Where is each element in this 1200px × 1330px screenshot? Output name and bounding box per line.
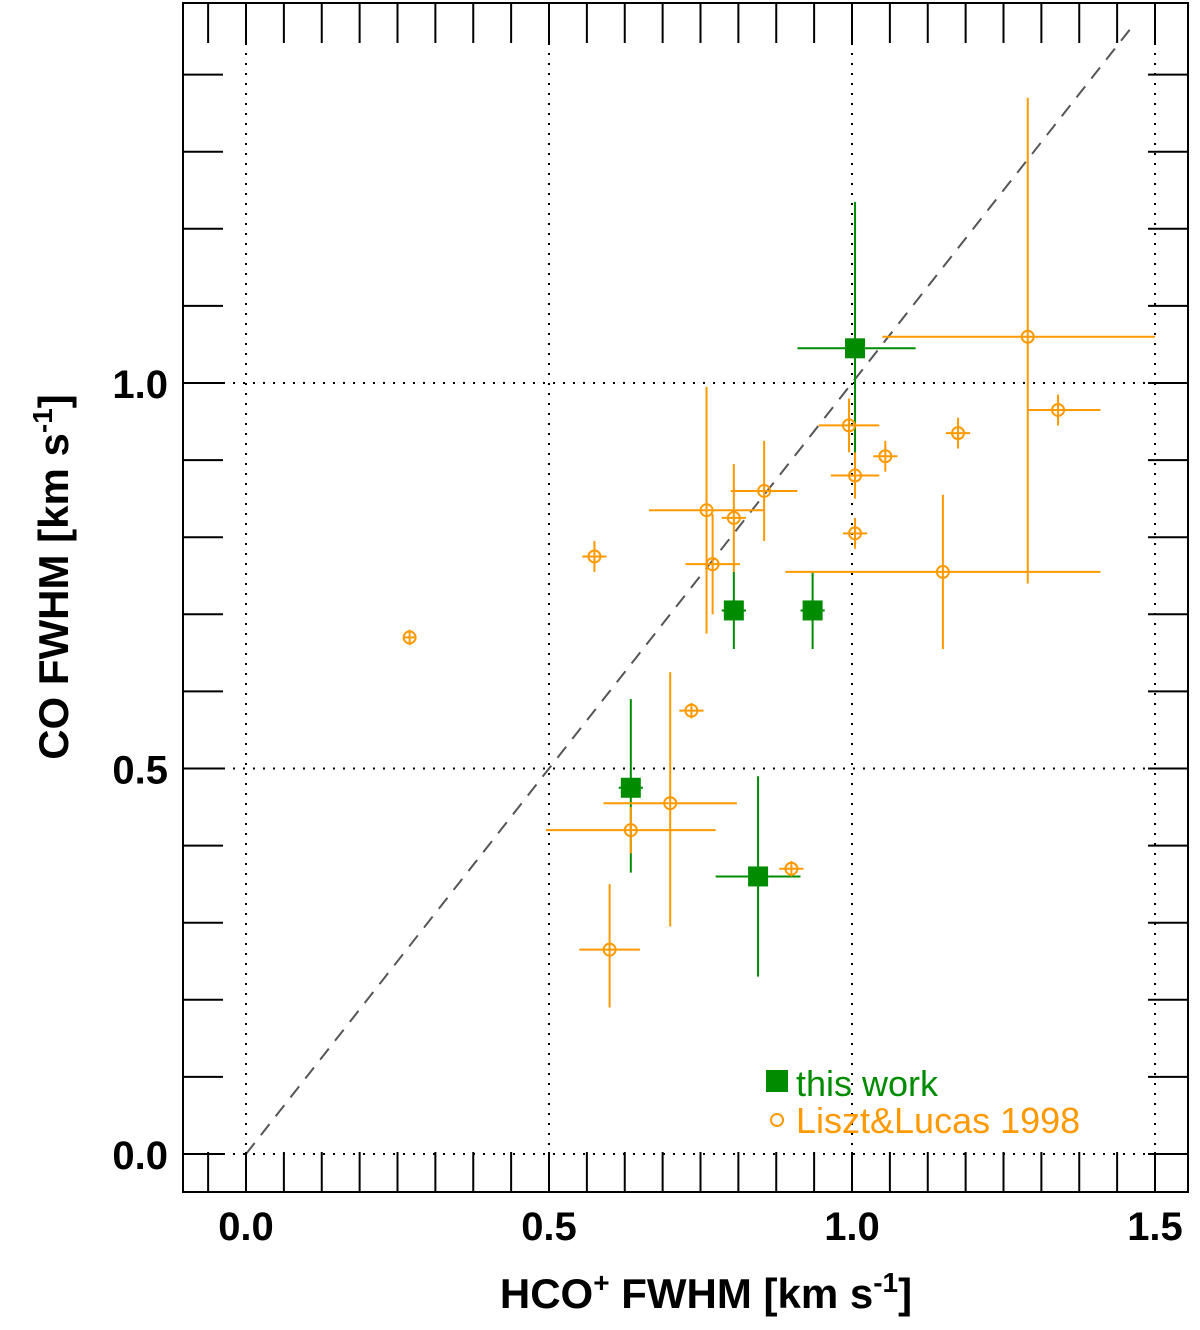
data-point-circle — [587, 549, 602, 564]
data-point-circle — [699, 503, 714, 518]
data-point-circle — [878, 449, 893, 464]
x-tick-label: 0.5 — [521, 1205, 577, 1249]
data-point-circle — [726, 510, 741, 525]
data-point-circle — [757, 483, 772, 498]
x-axis-title-close: ] — [898, 1270, 912, 1317]
data-point-square — [748, 866, 769, 887]
legend-square-marker — [766, 1070, 788, 1092]
data-point-circle — [848, 468, 863, 483]
data-point-circle — [602, 942, 617, 957]
x-tick-label: 0.0 — [218, 1205, 274, 1249]
data-point-circle — [951, 426, 966, 441]
data-point-circle — [841, 418, 856, 433]
data-point-circle — [1020, 329, 1035, 344]
data-point-square — [723, 600, 744, 621]
grid-lines — [183, 3, 1188, 1192]
data-point-circle — [663, 796, 678, 811]
y-tick-label: 1.0 — [112, 363, 168, 407]
x-axis-title-sup: + — [593, 1267, 609, 1298]
one-to-one-reference-line — [245, 27, 1132, 1155]
x-axis-title-base: HCO — [500, 1270, 593, 1317]
series-this-work — [618, 201, 916, 977]
y-axis-title-close: ] — [30, 394, 77, 408]
y-axis-title-base: CO FWHM [km s — [30, 433, 77, 760]
plot-frame — [182, 2, 1189, 1193]
x-tick-label: 1.5 — [1127, 1205, 1183, 1249]
x-axis-title: HCO+ FWHM [km s-1] — [500, 1267, 912, 1317]
data-series — [402, 97, 1155, 1008]
x-axis-title-rest: FWHM [km s — [610, 1270, 874, 1317]
legend-label-liszt-lucas: Liszt&Lucas 1998 — [796, 1100, 1080, 1141]
data-point-circle — [784, 861, 799, 876]
data-point-circle — [402, 630, 417, 645]
y-tick-label: 0.0 — [112, 1134, 168, 1178]
data-point-square — [620, 777, 641, 798]
legend: this work Liszt&Lucas 1998 — [766, 1063, 1080, 1141]
legend-label-this-work: this work — [796, 1063, 939, 1104]
data-point-circle — [1051, 402, 1066, 417]
axis-ticks — [183, 3, 1188, 1192]
x-axis-title-unit-sup: -1 — [873, 1267, 898, 1298]
y-axis-title-unit-sup: -1 — [27, 408, 58, 433]
series-liszt-lucas — [402, 97, 1155, 1008]
data-point-circle — [623, 823, 638, 838]
data-point-square — [845, 338, 866, 359]
data-point-square — [802, 600, 823, 621]
y-tick-label: 0.5 — [112, 749, 168, 793]
x-tick-label: 1.0 — [824, 1205, 880, 1249]
y-axis-title: CO FWHM [km s-1] — [27, 394, 77, 760]
legend-circle-marker — [770, 1113, 784, 1127]
data-point-circle — [684, 703, 699, 718]
data-point-circle — [848, 526, 863, 541]
y-tick-labels: 0.0 0.5 1.0 — [112, 363, 168, 1178]
data-point-circle — [935, 564, 950, 579]
data-point-circle — [705, 557, 720, 572]
x-tick-labels: 0.0 0.5 1.0 1.5 — [218, 1205, 1183, 1249]
